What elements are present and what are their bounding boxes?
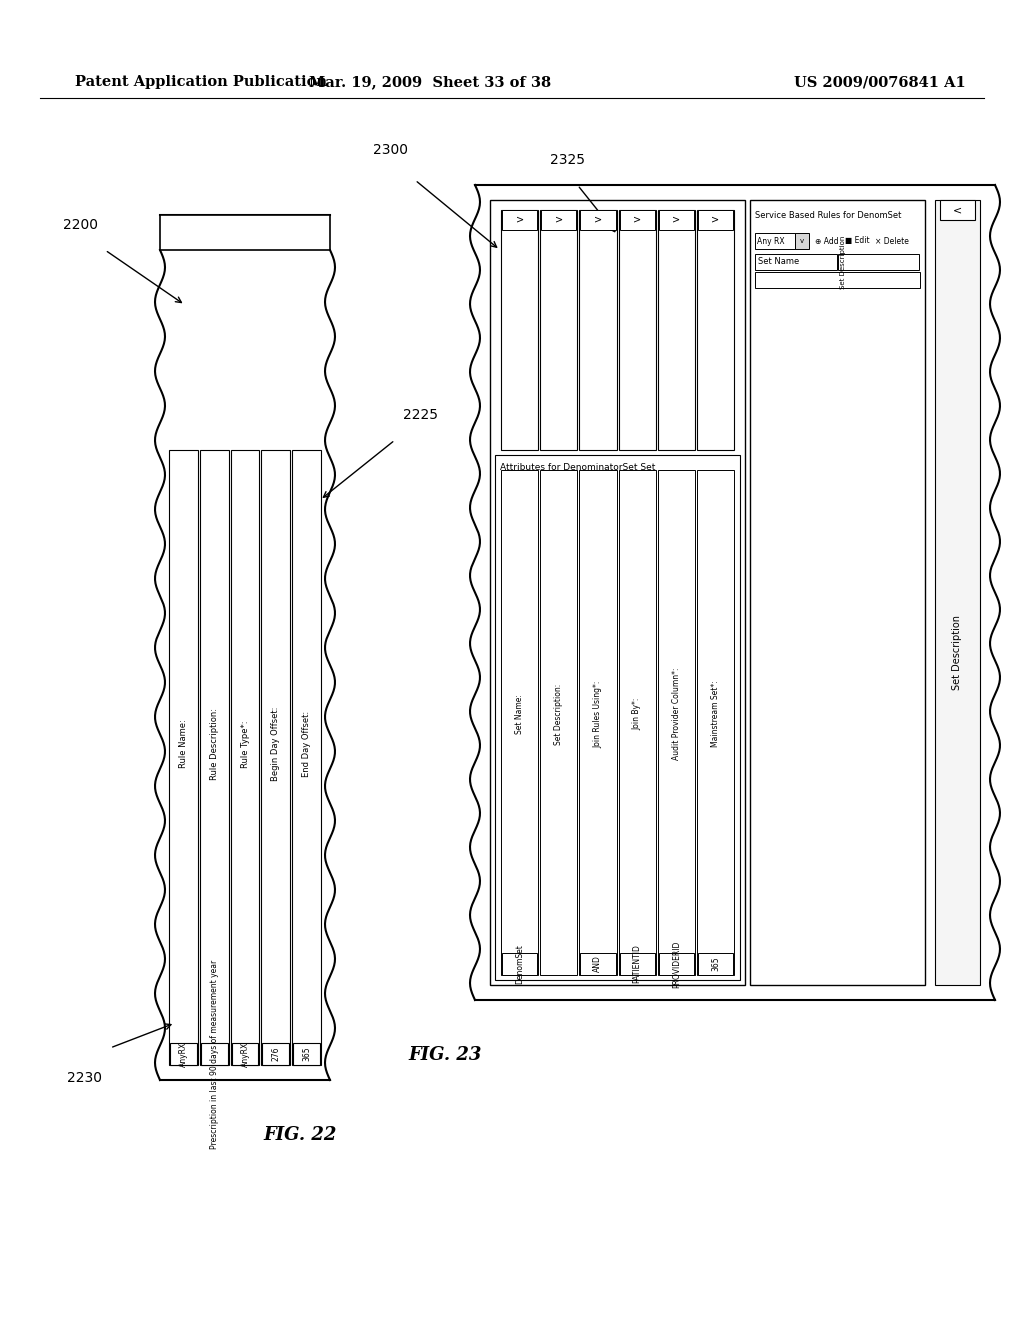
Text: 365: 365 — [302, 1047, 311, 1061]
Bar — [230, 450, 259, 1065]
Text: Audit Provider Column*:: Audit Provider Column*: — [672, 668, 681, 760]
Text: Begin Day Offset:: Begin Day Offset: — [271, 706, 281, 781]
Bar — [501, 210, 539, 450]
Text: Join By*:: Join By*: — [633, 698, 642, 730]
Text: AnyRX: AnyRX — [241, 1041, 250, 1067]
Text: × Delete: × Delete — [874, 236, 909, 246]
Bar — [170, 1043, 197, 1065]
Bar — [657, 470, 695, 975]
Bar — [935, 201, 980, 985]
Text: ⊕ Add: ⊕ Add — [815, 236, 839, 246]
Bar — [795, 234, 809, 249]
Bar — [231, 1043, 258, 1065]
Bar — [502, 953, 538, 975]
Text: Set Description:: Set Description: — [554, 684, 563, 744]
Bar — [940, 201, 975, 220]
Bar — [618, 210, 655, 450]
Text: Mainstream Set*:: Mainstream Set*: — [711, 681, 720, 747]
Bar — [755, 253, 837, 271]
Bar — [755, 272, 920, 288]
Bar — [293, 1043, 319, 1065]
Text: >: > — [633, 215, 641, 224]
Text: v: v — [800, 238, 804, 244]
Text: 2300: 2300 — [373, 143, 408, 157]
Text: 365: 365 — [711, 957, 720, 972]
Bar — [838, 253, 919, 271]
Text: AnyRX: AnyRX — [179, 1041, 187, 1067]
Text: Rule Name:: Rule Name: — [179, 719, 187, 768]
Text: >: > — [555, 215, 563, 224]
Bar — [201, 1043, 227, 1065]
Text: Mar. 19, 2009  Sheet 33 of 38: Mar. 19, 2009 Sheet 33 of 38 — [309, 75, 551, 88]
Bar — [580, 210, 616, 450]
Text: DenomSet: DenomSet — [515, 944, 524, 983]
Text: Attributes for DenominatorSet Set: Attributes for DenominatorSet Set — [500, 462, 655, 471]
Bar — [697, 470, 734, 975]
Text: Rule Type*:: Rule Type*: — [241, 721, 250, 768]
Text: >: > — [672, 215, 680, 224]
Text: 2230: 2230 — [68, 1071, 102, 1085]
Bar — [292, 450, 321, 1065]
Text: ■ Edit: ■ Edit — [845, 236, 869, 246]
Text: Service Based Rules for DenomSet: Service Based Rules for DenomSet — [755, 210, 901, 219]
Text: Prescription in last 90 days of measurement year: Prescription in last 90 days of measurem… — [210, 960, 219, 1148]
Text: >: > — [712, 215, 720, 224]
Text: Set Description: Set Description — [841, 235, 847, 289]
Bar — [697, 953, 733, 975]
Bar — [261, 450, 290, 1065]
Text: Any RX: Any RX — [757, 236, 784, 246]
Bar — [541, 210, 578, 450]
Text: 2200: 2200 — [62, 218, 97, 232]
Bar — [750, 201, 925, 985]
Bar — [581, 953, 615, 975]
Text: Join Rules Using*:: Join Rules Using*: — [594, 680, 602, 747]
Bar — [169, 450, 198, 1065]
Text: Patent Application Publication: Patent Application Publication — [75, 75, 327, 88]
Bar — [200, 450, 228, 1065]
Text: US 2009/0076841 A1: US 2009/0076841 A1 — [795, 75, 966, 88]
Bar — [262, 1043, 289, 1065]
Text: End Day Offset:: End Day Offset: — [302, 711, 311, 777]
Text: FIG. 23: FIG. 23 — [409, 1045, 481, 1064]
Bar — [658, 210, 694, 230]
Bar — [657, 210, 695, 450]
Text: >: > — [515, 215, 523, 224]
Bar — [160, 215, 330, 249]
Text: 2325: 2325 — [550, 153, 585, 168]
Bar — [620, 210, 654, 230]
Text: <: < — [953, 205, 963, 215]
Bar — [541, 210, 577, 230]
Bar — [502, 210, 538, 230]
Text: Set Name:: Set Name: — [515, 694, 524, 734]
Bar — [541, 470, 578, 975]
Text: AND: AND — [594, 956, 602, 973]
Bar — [495, 455, 740, 979]
Bar — [618, 470, 655, 975]
Text: 2225: 2225 — [402, 408, 437, 422]
Text: PATIENTID: PATIENTID — [633, 945, 642, 983]
Bar — [697, 210, 733, 230]
Bar — [490, 201, 745, 985]
Bar — [581, 210, 615, 230]
Bar — [620, 953, 654, 975]
Text: Set Description: Set Description — [952, 615, 963, 690]
Bar — [755, 234, 795, 249]
Bar — [697, 210, 734, 450]
Text: FIG. 22: FIG. 22 — [263, 1126, 337, 1144]
Text: >: > — [594, 215, 602, 224]
Bar — [580, 470, 616, 975]
Text: PROVIDERID: PROVIDERID — [672, 940, 681, 987]
Bar — [658, 953, 694, 975]
Text: Rule Description:: Rule Description: — [210, 708, 219, 780]
Bar — [501, 470, 539, 975]
Text: Set Name: Set Name — [758, 257, 800, 267]
Text: 276: 276 — [271, 1047, 281, 1061]
